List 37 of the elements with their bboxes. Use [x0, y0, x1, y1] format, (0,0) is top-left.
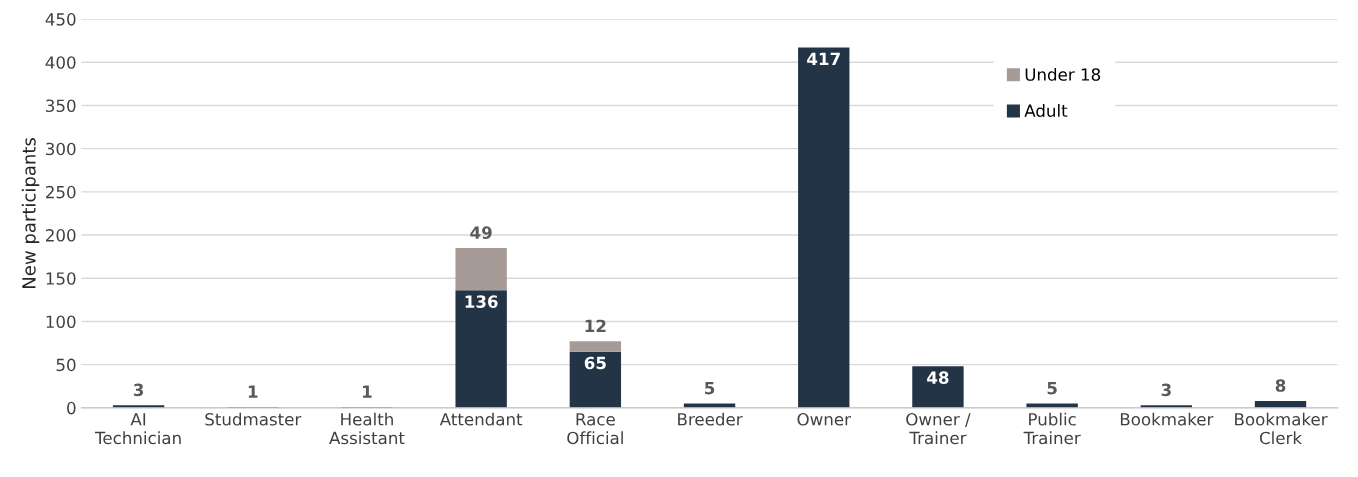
x-tick-label: Studmaster	[205, 412, 302, 426]
y-tick-label: 350	[46, 99, 76, 113]
y-tick-label: 400	[45, 56, 76, 69]
legend-label: Under 18	[1025, 67, 1101, 81]
x-tick-label: Bookmaker Clerk	[1235, 412, 1328, 445]
legend-label: Adult	[1024, 104, 1068, 117]
y-tick-label: 150	[46, 272, 76, 285]
data-label: 1	[248, 385, 258, 398]
data-label: 3	[1161, 383, 1171, 397]
y-tick-label: 450	[45, 13, 76, 26]
x-tick-label: Owner / Trainer	[906, 412, 971, 445]
x-tick-label: Breeder	[678, 412, 743, 426]
y-tick-label: 200	[46, 229, 76, 242]
data-label: 48	[927, 371, 949, 384]
data-label: 8	[1275, 379, 1286, 392]
data-label: 136	[465, 295, 498, 308]
y-tick-label: 0	[67, 401, 76, 415]
y-tick-label: 300	[46, 142, 76, 156]
data-label: 12	[585, 319, 606, 333]
x-tick-label: Owner	[797, 412, 851, 426]
x-tick-label: AI Technician	[94, 413, 181, 445]
x-tick-label: Race Official	[567, 413, 623, 445]
data-label: 49	[470, 226, 492, 239]
data-label: 3	[133, 383, 144, 397]
data-label: 65	[584, 356, 606, 370]
data-label: 417	[807, 52, 840, 65]
y-tick-label: 50	[56, 358, 76, 372]
x-tick-label: Public Trainer	[1023, 412, 1081, 445]
x-tick-label: Health Assistant	[329, 412, 405, 445]
y-axis-title: New participants	[21, 138, 40, 288]
data-label: 1	[363, 385, 372, 398]
y-tick-label: 100	[46, 315, 76, 329]
data-label: 5	[1047, 382, 1057, 395]
x-tick-label: Bookmaker	[1120, 412, 1214, 426]
data-label: 5	[705, 382, 715, 395]
x-tick-label: Attendant	[439, 412, 523, 426]
y-tick-label: 250	[46, 185, 76, 199]
